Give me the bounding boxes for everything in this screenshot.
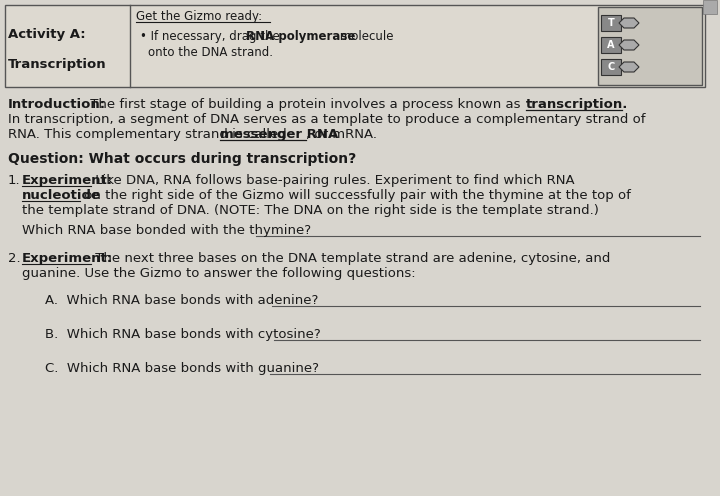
Text: RNA. This complementary strand is called: RNA. This complementary strand is called bbox=[8, 128, 291, 141]
FancyBboxPatch shape bbox=[601, 37, 621, 53]
Text: The next three bases on the DNA template strand are adenine, cytosine, and: The next three bases on the DNA template… bbox=[91, 252, 611, 265]
Text: B.  Which RNA base bonds with cytosine?: B. Which RNA base bonds with cytosine? bbox=[45, 328, 320, 341]
Text: transcription.: transcription. bbox=[526, 98, 629, 111]
Text: A.  Which RNA base bonds with adenine?: A. Which RNA base bonds with adenine? bbox=[45, 294, 318, 307]
Text: A: A bbox=[607, 40, 615, 50]
FancyBboxPatch shape bbox=[598, 7, 702, 85]
FancyBboxPatch shape bbox=[5, 5, 705, 87]
Text: Question: What occurs during transcription?: Question: What occurs during transcripti… bbox=[8, 152, 356, 166]
Text: Get the Gizmo ready:: Get the Gizmo ready: bbox=[136, 10, 262, 23]
Text: on the right side of the Gizmo will successfully pair with the thymine at the to: on the right side of the Gizmo will succ… bbox=[80, 189, 631, 202]
Text: 2.: 2. bbox=[8, 252, 21, 265]
Text: messenger RNA: messenger RNA bbox=[220, 128, 338, 141]
Text: Like DNA, RNA follows base-pairing rules. Experiment to find which RNA: Like DNA, RNA follows base-pairing rules… bbox=[91, 174, 575, 187]
Text: Experiment:: Experiment: bbox=[22, 252, 113, 265]
Text: Activity A:: Activity A: bbox=[8, 28, 86, 41]
Text: guanine. Use the Gizmo to answer the following questions:: guanine. Use the Gizmo to answer the fol… bbox=[22, 267, 415, 280]
Text: nucleotide: nucleotide bbox=[22, 189, 101, 202]
Text: 1.: 1. bbox=[8, 174, 21, 187]
Text: Introduction:: Introduction: bbox=[8, 98, 106, 111]
Text: RNA polymerase: RNA polymerase bbox=[246, 30, 356, 43]
FancyBboxPatch shape bbox=[703, 0, 717, 14]
Text: C: C bbox=[608, 62, 615, 72]
Text: Which RNA base bonded with the thymine?: Which RNA base bonded with the thymine? bbox=[22, 224, 311, 237]
Polygon shape bbox=[619, 62, 639, 72]
Text: C.  Which RNA base bonds with guanine?: C. Which RNA base bonds with guanine? bbox=[45, 362, 319, 375]
Text: The first stage of building a protein involves a process known as: The first stage of building a protein in… bbox=[86, 98, 525, 111]
Text: Experiment:: Experiment: bbox=[22, 174, 113, 187]
Polygon shape bbox=[619, 40, 639, 50]
Text: In transcription, a segment of DNA serves as a template to produce a complementa: In transcription, a segment of DNA serve… bbox=[8, 113, 646, 126]
Text: molecule: molecule bbox=[336, 30, 394, 43]
Text: the template strand of DNA. (NOTE: The DNA on the right side is the template str: the template strand of DNA. (NOTE: The D… bbox=[22, 204, 599, 217]
Text: , or mRNA.: , or mRNA. bbox=[306, 128, 377, 141]
Polygon shape bbox=[619, 18, 639, 28]
Text: • If necessary, drag the: • If necessary, drag the bbox=[140, 30, 284, 43]
FancyBboxPatch shape bbox=[601, 59, 621, 75]
Text: onto the DNA strand.: onto the DNA strand. bbox=[148, 46, 273, 59]
Text: T: T bbox=[608, 18, 614, 28]
Text: Transcription: Transcription bbox=[8, 58, 107, 71]
FancyBboxPatch shape bbox=[601, 15, 621, 31]
